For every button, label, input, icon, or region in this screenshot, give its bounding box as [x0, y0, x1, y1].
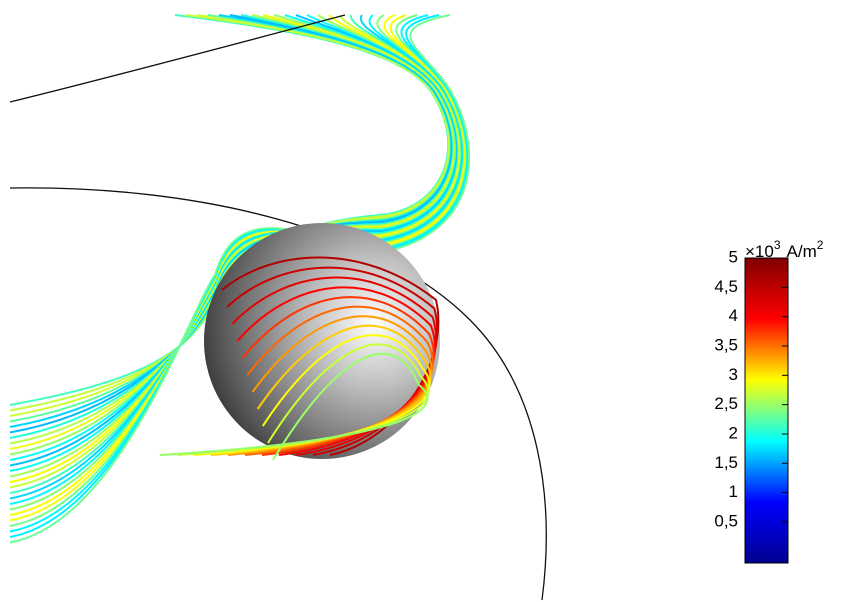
colorbar-ticks: 0,5 1 1,5 2 2,5 3 3,5 4 4,5 5: [714, 247, 788, 530]
colorbar-tick-label: 4: [729, 306, 738, 325]
colorbar: [744, 257, 789, 564]
colorbar-tick-label: 3,5: [714, 335, 738, 354]
streamlines-front: [159, 256, 440, 461]
colorbar-tick-label: 4,5: [714, 277, 738, 296]
orbit-line: [9, 187, 547, 601]
orbit-line: [9, 14, 346, 103]
streamline: [159, 352, 429, 461]
colorbar-tick-label: 2: [729, 423, 738, 442]
colorbar-tick-label: 5: [729, 247, 738, 266]
colorbar-tick-label: 1,5: [714, 453, 738, 472]
colorbar-tick-label: 2,5: [714, 394, 738, 413]
colorbar-tick-label: 1: [729, 482, 738, 501]
colorbar-tick-label: 3: [729, 365, 738, 384]
colorbar-scale: ×103 A/m2: [745, 238, 824, 261]
colorbar-tick-label: 0,5: [714, 511, 738, 530]
